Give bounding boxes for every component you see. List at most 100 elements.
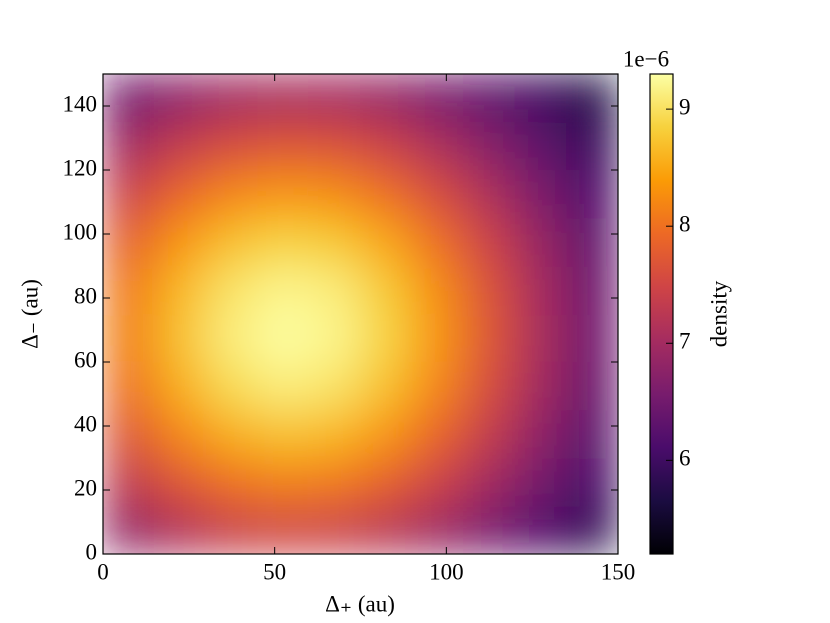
heatmap-cell: [103, 265, 155, 315]
colorbar-tick-label: 6: [679, 446, 691, 471]
heatmap-cell: [566, 265, 618, 315]
heatmap-cell: [411, 217, 464, 267]
plot-frame: [102, 73, 619, 555]
heatmap-cell: [154, 169, 207, 219]
heatmap-cell: [154, 265, 207, 315]
heatmap-cell: [360, 505, 413, 554]
heatmap-cell: [154, 361, 207, 411]
heatmap-cell: [257, 217, 310, 267]
colorbar: [649, 73, 674, 555]
heatmap-cell: [514, 265, 567, 315]
heatmap-cell: [154, 74, 207, 123]
heatmap-cell: [154, 313, 207, 363]
heatmap-cell: [566, 121, 618, 171]
heatmap-cell: [411, 121, 464, 171]
heatmap-cell: [205, 169, 258, 219]
heatmap-cell: [514, 457, 567, 507]
x-tick-label: 100: [429, 559, 464, 584]
colorbar-label: density: [706, 280, 731, 347]
heatmap-cell: [308, 74, 361, 123]
heatmap-cell: [411, 169, 464, 219]
x-tick-label: 0: [97, 559, 109, 584]
heatmap-cell: [411, 457, 464, 507]
x-axis-label: Δ₊ (au): [325, 591, 395, 616]
heatmap-cell: [411, 265, 464, 315]
heatmap-cell: [463, 361, 516, 411]
heatmap-cell: [566, 74, 618, 123]
heatmap-cell: [308, 265, 361, 315]
heatmap-cell: [308, 313, 361, 363]
heatmap-cell: [360, 265, 413, 315]
heatmap-cell: [308, 361, 361, 411]
heatmap-cell: [463, 409, 516, 459]
heatmap-cell: [514, 169, 567, 219]
heatmap-cell: [514, 217, 567, 267]
heatmap-cell: [411, 409, 464, 459]
heatmap-cell: [514, 409, 567, 459]
heatmap-cell: [514, 505, 567, 554]
x-tick-label: 50: [263, 559, 286, 584]
heatmap-cell: [154, 409, 207, 459]
heatmap-cell: [257, 121, 310, 171]
heatmap-cell: [154, 121, 207, 171]
y-axis-label: Δ₋ (au): [17, 279, 42, 349]
heatmap-cell: [103, 217, 155, 267]
heatmap-cell: [566, 169, 618, 219]
y-tick-label: 60: [74, 347, 97, 372]
y-tick-label: 100: [63, 219, 98, 244]
heatmap-cell: [463, 169, 516, 219]
heatmap-cell: [257, 265, 310, 315]
heatmap-cell: [514, 361, 567, 411]
heatmap-cell: [257, 409, 310, 459]
heatmap-cell: [360, 217, 413, 267]
heatmap-cell: [360, 169, 413, 219]
heatmap-cell: [463, 457, 516, 507]
x-tick-label: 150: [601, 559, 636, 584]
heatmap-cell: [257, 169, 310, 219]
colorbar-tick-label: 8: [679, 211, 691, 236]
colorbar-offset: 1e−6: [623, 46, 669, 71]
heatmap-cell: [205, 313, 258, 363]
heatmap-cell: [103, 121, 155, 171]
heatmap-cell: [411, 313, 464, 363]
heatmap-cell: [103, 169, 155, 219]
heatmap-cell: [360, 361, 413, 411]
heatmap-cell: [411, 505, 464, 554]
heatmap-cell: [205, 505, 258, 554]
heatmap-cell: [308, 409, 361, 459]
y-tick-label: 40: [74, 411, 97, 436]
heatmap-cell: [103, 361, 155, 411]
heatmap-cell: [257, 74, 310, 123]
heatmap-cell: [308, 457, 361, 507]
colorbar-tick-label: 7: [679, 329, 691, 354]
heatmap-cell: [566, 217, 618, 267]
y-tick-label: 0: [86, 539, 98, 564]
heatmap-cell: [308, 505, 361, 554]
heatmap-cell: [257, 313, 310, 363]
heatmap-cell: [514, 313, 567, 363]
heatmap-cell: [308, 121, 361, 171]
heatmap-cell: [205, 217, 258, 267]
heatmap-cell: [257, 505, 310, 554]
heatmap-cell: [566, 409, 618, 459]
heatmap-cell: [566, 361, 618, 411]
heatmap-cell: [360, 74, 413, 123]
heatmap-cell: [411, 74, 464, 123]
heatmap-cell: [566, 313, 618, 363]
heatmap-cell: [103, 313, 155, 363]
heatmap-cell: [463, 505, 516, 554]
heatmap-cell: [463, 217, 516, 267]
heatmap-cell: [205, 361, 258, 411]
heatmap-cell: [411, 361, 464, 411]
colorbar-tick-label: 9: [679, 94, 691, 119]
plot-area: [103, 74, 618, 554]
heatmap-cell: [205, 409, 258, 459]
heatmap-cell: [205, 74, 258, 123]
y-tick-label: 80: [74, 283, 97, 308]
heatmap-cell: [205, 265, 258, 315]
heatmap-cell: [257, 457, 310, 507]
heatmap-cell: [154, 505, 207, 554]
heatmap-cell: [514, 74, 567, 123]
heatmap-cell: [566, 505, 618, 554]
